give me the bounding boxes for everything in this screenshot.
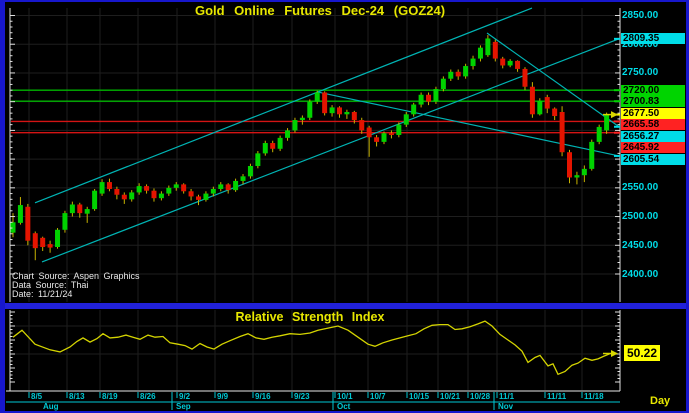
rsi-line bbox=[12, 320, 611, 376]
window-border-right bbox=[686, 0, 689, 413]
panel-separator bbox=[0, 303, 689, 309]
price-axis-label: 2800.00 bbox=[622, 38, 659, 50]
trendline-falling-from-peak bbox=[486, 32, 620, 128]
main-chart-plot-area[interactable] bbox=[11, 8, 619, 302]
chart-title: Gold Online Futures Dec-24 (GOZ24) bbox=[194, 3, 446, 18]
price-badge: 2720.00 bbox=[621, 84, 685, 96]
candles bbox=[10, 35, 610, 261]
period-label: Day bbox=[650, 395, 671, 407]
price-badge: 2665.58 bbox=[621, 119, 685, 130]
date-line: Date: 11/21/24 bbox=[12, 289, 73, 299]
price-badge: 2809.35 bbox=[621, 33, 685, 44]
price-axis: 2850.00 2800.00 2750.00 2550.00 2500.00 2450.… bbox=[621, 0, 687, 303]
price-axis-label: 2450.00 bbox=[622, 239, 659, 251]
rsi-value-arrow-icon bbox=[603, 350, 618, 357]
window-border-bottom bbox=[0, 411, 689, 413]
rsi-value-badge: 50.22 bbox=[624, 345, 661, 361]
price-axis-label: 2500.00 bbox=[622, 211, 659, 223]
rsi-plot-area[interactable] bbox=[11, 310, 619, 390]
window-border-top bbox=[0, 0, 689, 2]
price-axis-label: 2850.00 bbox=[622, 10, 659, 21]
rsi-title: Relative Strength Index bbox=[235, 310, 385, 324]
price-axis-label: 2750.00 bbox=[622, 67, 659, 79]
price-badge: 2677.50 bbox=[621, 107, 685, 119]
price-badge: 2605.54 bbox=[621, 153, 685, 165]
price-axis-label: 2550.00 bbox=[622, 182, 659, 194]
data-source-line: Data Source: Thai bbox=[12, 280, 89, 290]
price-badge: 2645.92 bbox=[621, 142, 685, 153]
chart-source-line: Chart Source: Aspen Graphics bbox=[12, 271, 140, 281]
price-axis-label: 2400.00 bbox=[622, 268, 659, 280]
price-badge: 2700.83 bbox=[621, 96, 685, 107]
price-badge: 2656.27 bbox=[621, 130, 685, 142]
trendline-falling-shallow bbox=[317, 91, 620, 157]
trendline-rising-channel-upper bbox=[34, 7, 533, 204]
window-border-left bbox=[0, 0, 5, 413]
grid-lines bbox=[11, 8, 619, 390]
date-axis-geometry bbox=[6, 392, 620, 410]
axes bbox=[6, 8, 621, 392]
last-price-arrow-icon bbox=[603, 111, 618, 119]
